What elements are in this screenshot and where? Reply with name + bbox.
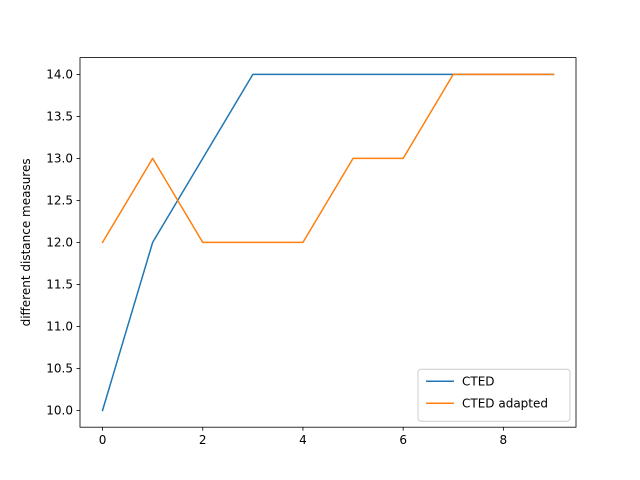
legend: CTED CTED adapted — [417, 368, 571, 422]
y-tick-label: 14.0 — [46, 68, 73, 82]
y-axis-label: different distance measures — [19, 158, 33, 326]
y-tick-label: 13.5 — [46, 110, 73, 124]
y-tick-label: 11.5 — [46, 278, 73, 292]
y-tick-label: 10.0 — [46, 404, 73, 418]
legend-box — [417, 368, 571, 422]
y-tick-label: 10.5 — [46, 362, 73, 376]
y-tick-label: 12.0 — [46, 236, 73, 250]
y-tick-label: 12.5 — [46, 194, 73, 208]
plot-frame — [79, 57, 577, 428]
y-tick-label: 13.0 — [46, 152, 73, 166]
x-tick-label: 0 — [99, 433, 107, 447]
series-layer — [101, 73, 555, 412]
y-tick-label: 11.0 — [46, 320, 73, 334]
x-axis-ticks: 0 2 4 6 8 — [99, 427, 507, 447]
plot-area — [80, 57, 576, 428]
legend-label: CTED — [462, 375, 495, 389]
x-tick-label: 8 — [500, 433, 508, 447]
legend-label: CTED adapted — [462, 397, 548, 411]
x-tick-label: 4 — [299, 433, 307, 447]
series-line-cted-adapted — [101, 73, 555, 244]
x-tick-label: 6 — [399, 433, 407, 447]
y-axis-ticks: 10.0 10.5 11.0 11.5 12.0 12.5 13.0 13.5 14.0 — [46, 68, 80, 418]
x-tick-label: 2 — [199, 433, 207, 447]
